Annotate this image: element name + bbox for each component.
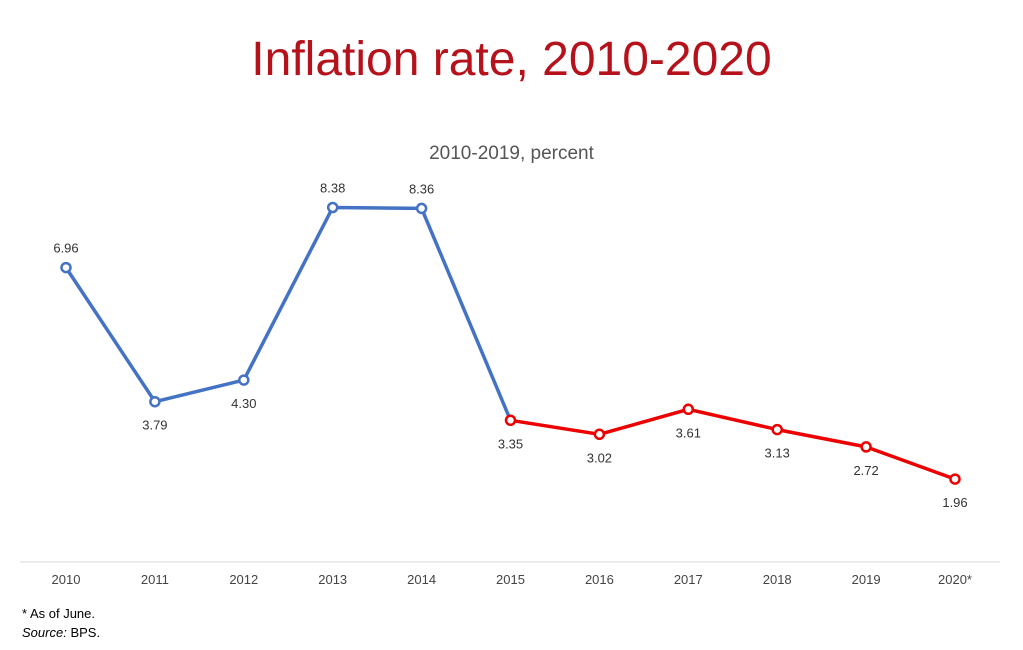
data-point — [593, 428, 606, 441]
series-lines — [64, 205, 956, 481]
x-tick-label: 2011 — [141, 572, 169, 587]
x-tick-label: 2020* — [938, 572, 972, 587]
data-label: 2.72 — [853, 463, 878, 478]
x-tick-label: 2015 — [496, 572, 525, 587]
data-point — [149, 395, 161, 408]
data-label: 8.36 — [409, 181, 434, 196]
data-labels: 6.96 3.79 4.30 8.38 8.36 3.35 3.02 3.61 3.13 2.72… — [53, 181, 967, 511]
data-label: 3.13 — [765, 446, 790, 461]
data-point — [682, 403, 695, 416]
chart-subtitle: 2010-2019, percent — [429, 143, 594, 164]
source-value: BPS. — [70, 625, 101, 640]
x-tick-label: 2018 — [763, 572, 792, 587]
data-point — [60, 261, 72, 274]
data-point — [949, 473, 961, 485]
data-label: 3.79 — [142, 418, 167, 433]
source-note: Source: BPS. — [22, 625, 100, 641]
x-tick-label: 2013 — [318, 572, 347, 587]
data-point — [860, 441, 872, 453]
data-label: 1.96 — [942, 495, 967, 510]
data-label: 4.30 — [231, 396, 256, 411]
data-label: 3.02 — [587, 450, 612, 465]
chart-title: Inflation rate, 2010-2020 — [251, 33, 772, 86]
x-tick-label: 2017 — [674, 572, 703, 587]
data-label: 3.61 — [676, 425, 701, 440]
data-label: 3.35 — [498, 436, 523, 451]
series-line-segment-1 — [64, 205, 513, 421]
x-tick-label: 2010 — [52, 572, 81, 587]
series-line-segment-2 — [510, 407, 956, 481]
x-axis-ticks: 2010 2011 2012 2013 2014 2015 2016 2017 2018 2019… — [52, 572, 972, 587]
data-point — [415, 202, 428, 215]
footnote: * As of June. — [22, 606, 95, 621]
source-label: Source: — [22, 625, 67, 640]
data-label: 8.38 — [320, 181, 345, 196]
data-point — [238, 374, 250, 386]
x-tick-label: 2016 — [585, 572, 614, 587]
x-tick-label: 2019 — [852, 572, 881, 587]
data-label: 6.96 — [53, 241, 78, 256]
series-markers — [60, 201, 961, 485]
x-tick-label: 2012 — [229, 572, 258, 587]
data-point — [771, 423, 783, 436]
data-point — [504, 414, 517, 427]
data-point — [326, 201, 339, 214]
x-tick-label: 2014 — [407, 572, 436, 587]
